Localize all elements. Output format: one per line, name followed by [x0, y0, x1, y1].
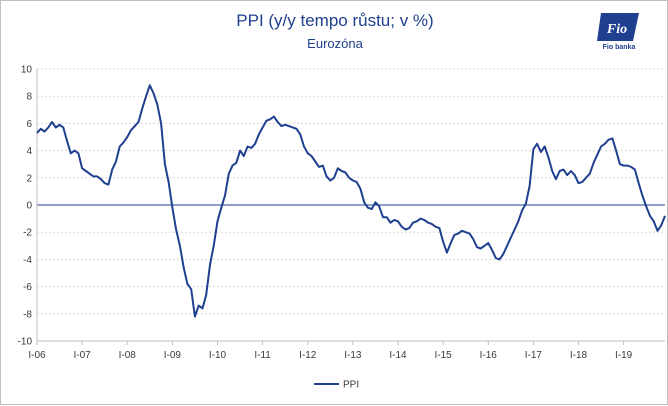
chart-title: PPI (y/y tempo růstu; v %) — [236, 11, 434, 30]
y-axis: 10 8 6 4 2 0 -2 -4 -6 -8 -10 — [18, 65, 38, 348]
y-tick-label: 6 — [26, 119, 32, 130]
x-tick-label: I-19 — [615, 350, 633, 361]
x-tick-label: I-07 — [74, 350, 92, 361]
x-tick-label: I-12 — [299, 350, 317, 361]
x-tick-label: I-17 — [525, 350, 543, 361]
x-tick-label: I-09 — [164, 350, 182, 361]
y-tick-label: 0 — [26, 201, 32, 212]
x-tick-label: I-08 — [119, 350, 137, 361]
y-tick-label: -6 — [23, 282, 32, 293]
y-tick-label: -2 — [23, 228, 32, 239]
y-tick-label: -10 — [18, 337, 33, 348]
logo-caption: Fio banka — [602, 44, 636, 51]
y-tick-label: -8 — [23, 309, 32, 320]
x-tick-label: I-16 — [480, 350, 498, 361]
y-tick-label: 2 — [26, 173, 32, 184]
x-tick-label: I-10 — [209, 350, 227, 361]
series-line-ppi — [36, 84, 666, 318]
y-tick-label: 4 — [26, 146, 32, 157]
legend: PPI — [314, 380, 359, 391]
x-tick-label: I-06 — [28, 350, 46, 361]
series-group — [36, 84, 666, 318]
chart-subtitle: Eurozóna — [307, 36, 363, 51]
grid-lines — [37, 68, 665, 342]
y-tick-label: 10 — [21, 65, 33, 76]
x-tick-label: I-13 — [344, 350, 362, 361]
fio-logo-icon: Fio — [597, 13, 639, 41]
y-tick-label: -4 — [23, 255, 32, 266]
legend-label-ppi: PPI — [343, 380, 359, 391]
x-axis: I-06 I-07 I-08 I-09 I-10 I-11 I-12 I-13 I-14 I-15… — [28, 340, 665, 361]
x-tick-label: I-11 — [254, 350, 271, 361]
y-tick-label: 8 — [26, 92, 32, 103]
x-tick-label: I-18 — [570, 350, 588, 361]
x-tick-label: I-14 — [389, 350, 407, 361]
x-tick-label: I-15 — [435, 350, 453, 361]
svg-text:Fio: Fio — [606, 22, 627, 37]
